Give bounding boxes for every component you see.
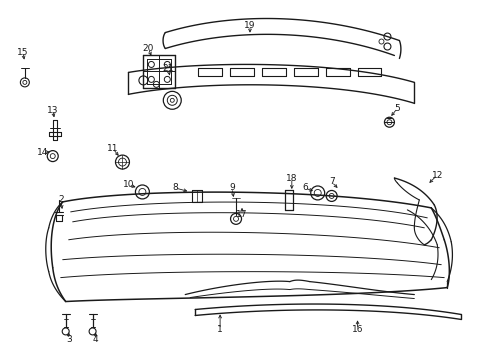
Text: 7: 7 [328,177,334,186]
Text: 8: 8 [172,184,178,193]
Text: 16: 16 [351,325,363,334]
Text: 19: 19 [244,21,255,30]
Text: 4: 4 [93,335,98,344]
Text: 18: 18 [285,174,297,183]
Text: 12: 12 [431,171,442,180]
Text: 14: 14 [37,148,48,157]
Text: 11: 11 [106,144,118,153]
Text: 3: 3 [66,335,71,344]
Text: 1: 1 [217,325,223,334]
Text: 20: 20 [142,44,154,53]
Text: 13: 13 [47,106,59,115]
Text: 21: 21 [163,64,174,73]
Text: 2: 2 [58,195,63,204]
Text: 17: 17 [236,210,247,219]
Text: 5: 5 [394,104,400,113]
Text: 15: 15 [17,48,29,57]
Text: 6: 6 [301,184,307,193]
Text: 10: 10 [122,180,134,189]
Text: 9: 9 [229,184,234,193]
